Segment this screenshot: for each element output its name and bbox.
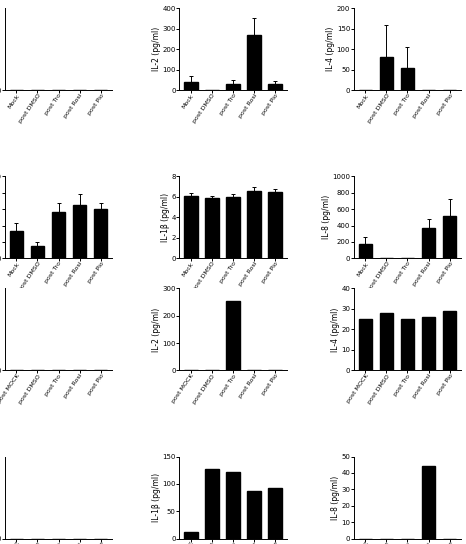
Y-axis label: IL-8 (pg/ml): IL-8 (pg/ml) [322,195,331,239]
Bar [443,311,456,370]
Bar [94,209,108,258]
Bar [73,205,86,258]
Bar [205,468,219,539]
Bar [31,246,44,258]
Bar [226,301,240,370]
Bar [358,319,372,370]
Bar [268,489,282,539]
Bar [205,198,219,258]
Bar [268,191,282,258]
Bar [226,197,240,258]
Y-axis label: IL-2 (pg/ml): IL-2 (pg/ml) [152,307,161,351]
Bar [422,317,435,370]
Bar [10,231,23,258]
Bar [184,82,198,90]
Y-axis label: IL-4 (pg/ml): IL-4 (pg/ml) [326,27,335,71]
Bar [247,191,261,258]
Bar [401,319,414,370]
Y-axis label: IL-2 (pg/ml): IL-2 (pg/ml) [152,27,161,71]
Bar [422,227,435,258]
Bar [268,84,282,90]
Bar [226,84,240,90]
Bar [52,212,65,258]
Y-axis label: IL-4 (pg/ml): IL-4 (pg/ml) [331,307,340,351]
Bar [247,35,261,90]
Bar [380,313,393,370]
Bar [380,57,393,90]
Y-axis label: IL-1β (pg/ml): IL-1β (pg/ml) [161,193,170,242]
Bar [226,472,240,539]
Y-axis label: IL-8 (pg/ml): IL-8 (pg/ml) [331,475,340,520]
Bar [422,466,435,539]
Bar [358,244,372,258]
Bar [184,196,198,258]
Bar [401,67,414,90]
Y-axis label: IL-1β (pg/ml): IL-1β (pg/ml) [152,473,161,522]
Bar [184,532,198,539]
Bar [443,215,456,258]
Bar [247,491,261,539]
